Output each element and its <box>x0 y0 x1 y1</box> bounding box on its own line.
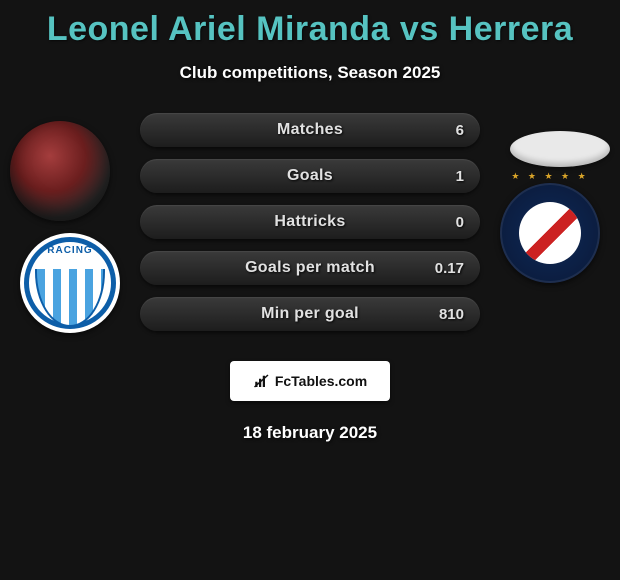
stat-label: Hattricks <box>140 213 480 231</box>
page-title: Leonel Ariel Miranda vs Herrera <box>0 0 620 49</box>
stat-value: 1 <box>456 168 464 185</box>
stat-value: 810 <box>439 306 464 323</box>
badge-left-label: RACING <box>47 245 92 256</box>
badge-right-ring <box>500 183 600 283</box>
stat-label: Goals <box>140 167 480 185</box>
player-left-avatar <box>10 121 110 221</box>
watermark-text: FcTables.com <box>275 373 367 389</box>
stat-value: 0 <box>456 214 464 231</box>
stats-list: Matches 6 Goals 1 Hattricks 0 Goals per … <box>140 113 480 343</box>
competition-subtitle: Club competitions, Season 2025 <box>0 63 620 83</box>
stat-row-hattricks: Hattricks 0 <box>140 205 480 239</box>
chart-icon <box>253 372 271 390</box>
watermark-badge: FcTables.com <box>230 361 390 401</box>
infographic-date: 18 february 2025 <box>0 423 620 443</box>
badge-right-stars: ★ ★ ★ ★ ★ <box>511 171 588 182</box>
comparison-panel: RACING ★ ★ ★ ★ ★ Matches 6 Goals 1 Hattr… <box>0 113 620 343</box>
stat-row-goals-per-match: Goals per match 0.17 <box>140 251 480 285</box>
club-badge-left: RACING <box>20 233 120 333</box>
club-badge-right: ★ ★ ★ ★ ★ <box>500 183 600 283</box>
stat-row-goals: Goals 1 <box>140 159 480 193</box>
stat-label: Matches <box>140 121 480 139</box>
stat-row-matches: Matches 6 <box>140 113 480 147</box>
player-right-placeholder <box>510 131 610 167</box>
stat-value: 6 <box>456 122 464 139</box>
stat-value: 0.17 <box>435 260 464 277</box>
stat-label: Goals per match <box>140 259 480 277</box>
stat-row-min-per-goal: Min per goal 810 <box>140 297 480 331</box>
stat-label: Min per goal <box>140 305 480 323</box>
